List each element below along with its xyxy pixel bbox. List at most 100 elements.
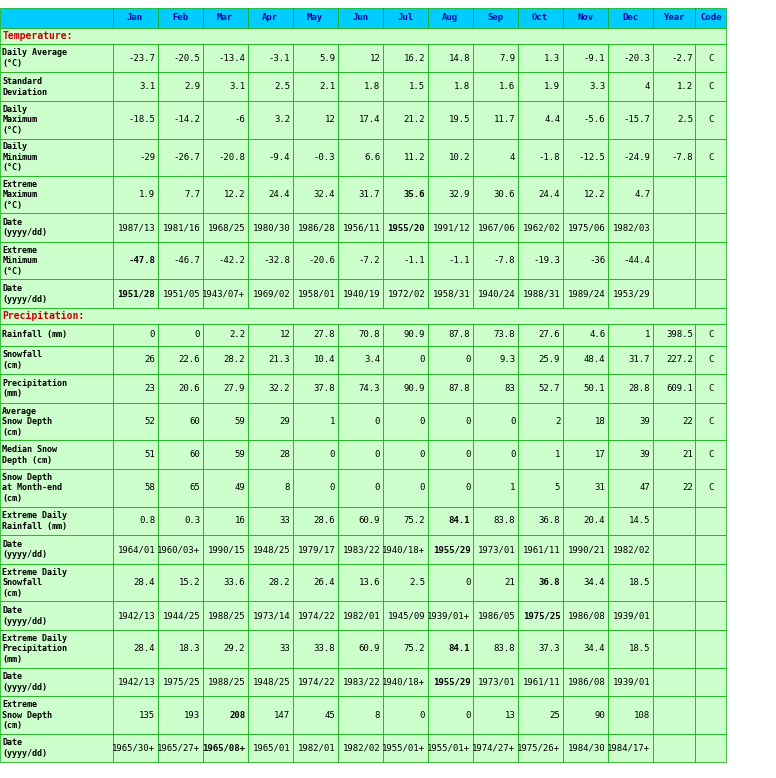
- Text: 22: 22: [682, 417, 693, 426]
- Bar: [113, 324, 158, 345]
- Text: 1965/01: 1965/01: [253, 744, 290, 752]
- Bar: [695, 440, 726, 469]
- Text: -7.8: -7.8: [494, 256, 515, 265]
- Bar: [338, 469, 383, 506]
- Bar: [695, 469, 726, 506]
- Bar: [203, 72, 248, 101]
- Bar: [338, 535, 383, 564]
- Text: C: C: [708, 152, 713, 162]
- Text: 1944/25: 1944/25: [163, 612, 200, 620]
- Text: 4.4: 4.4: [544, 115, 560, 124]
- Bar: [473, 279, 518, 308]
- Text: 60.9: 60.9: [359, 517, 380, 525]
- Bar: [248, 564, 293, 601]
- Bar: [383, 213, 428, 242]
- Bar: [0, 469, 113, 506]
- Text: Precipitation:: Precipitation:: [2, 311, 85, 321]
- Bar: [113, 601, 158, 630]
- Text: 2.2: 2.2: [229, 331, 245, 339]
- Text: -2.7: -2.7: [671, 54, 693, 62]
- Bar: [428, 440, 473, 469]
- Bar: [248, 242, 293, 279]
- Text: 52.7: 52.7: [539, 384, 560, 393]
- Bar: [158, 440, 203, 469]
- Bar: [428, 696, 473, 734]
- Text: 32.2: 32.2: [268, 384, 290, 393]
- Bar: [653, 601, 695, 630]
- Text: Snow Depth
at Month-end
(cm): Snow Depth at Month-end (cm): [2, 473, 62, 503]
- Text: 1986/28: 1986/28: [298, 223, 335, 232]
- Bar: [0, 668, 113, 696]
- Text: 0.3: 0.3: [184, 517, 200, 525]
- Bar: [653, 506, 695, 535]
- Text: Extreme Daily
Rainfall (mm): Extreme Daily Rainfall (mm): [2, 511, 68, 531]
- Text: 16.2: 16.2: [404, 54, 425, 62]
- Text: 0: 0: [465, 483, 470, 492]
- Bar: [608, 601, 653, 630]
- Text: 58: 58: [144, 483, 155, 492]
- Text: -14.2: -14.2: [173, 115, 200, 124]
- Bar: [563, 668, 608, 696]
- Bar: [563, 279, 608, 308]
- Text: 3.2: 3.2: [274, 115, 290, 124]
- Text: 1975/25: 1975/25: [163, 678, 200, 686]
- Text: 31.7: 31.7: [629, 356, 650, 364]
- Bar: [248, 279, 293, 308]
- Bar: [518, 440, 563, 469]
- Bar: [608, 279, 653, 308]
- Bar: [653, 535, 695, 564]
- Bar: [338, 213, 383, 242]
- Text: -20.8: -20.8: [218, 152, 245, 162]
- Bar: [428, 44, 473, 72]
- Text: 4: 4: [510, 152, 515, 162]
- Bar: [653, 72, 695, 101]
- Bar: [203, 242, 248, 279]
- Bar: [695, 138, 726, 176]
- Text: 1.5: 1.5: [409, 82, 425, 91]
- Text: -5.6: -5.6: [584, 115, 605, 124]
- Bar: [113, 630, 158, 668]
- Text: 1979/17: 1979/17: [298, 545, 335, 554]
- Bar: [473, 374, 518, 403]
- Bar: [0, 374, 113, 403]
- Bar: [518, 734, 563, 762]
- Text: Aug: Aug: [442, 13, 458, 23]
- Bar: [608, 345, 653, 374]
- Text: 1.2: 1.2: [677, 82, 693, 91]
- Text: 2.5: 2.5: [677, 115, 693, 124]
- Bar: [293, 469, 338, 506]
- Bar: [473, 564, 518, 601]
- Text: 26.4: 26.4: [314, 578, 335, 587]
- Text: 1939/01: 1939/01: [613, 612, 650, 620]
- Text: Date
(yyyy/dd): Date (yyyy/dd): [2, 284, 47, 303]
- Bar: [338, 242, 383, 279]
- Bar: [383, 506, 428, 535]
- Text: 0: 0: [375, 483, 380, 492]
- Text: 28.6: 28.6: [314, 517, 335, 525]
- Bar: [653, 469, 695, 506]
- Bar: [608, 324, 653, 345]
- Text: -23.7: -23.7: [128, 54, 155, 62]
- Text: 1981/16: 1981/16: [163, 223, 200, 232]
- Bar: [563, 213, 608, 242]
- Bar: [428, 374, 473, 403]
- Text: 1948/25: 1948/25: [253, 545, 290, 554]
- Bar: [338, 696, 383, 734]
- Bar: [383, 44, 428, 72]
- Text: 30.6: 30.6: [494, 190, 515, 199]
- Bar: [203, 176, 248, 213]
- Bar: [0, 345, 113, 374]
- Bar: [695, 72, 726, 101]
- Text: Apr: Apr: [262, 13, 278, 23]
- Text: 84.1: 84.1: [449, 517, 470, 525]
- Text: 1955/20: 1955/20: [388, 223, 425, 232]
- Text: Date
(yyyy/dd): Date (yyyy/dd): [2, 540, 47, 559]
- Text: 37.3: 37.3: [539, 644, 560, 654]
- Text: 1967/06: 1967/06: [478, 223, 515, 232]
- Bar: [428, 564, 473, 601]
- Bar: [0, 213, 113, 242]
- Bar: [248, 630, 293, 668]
- Text: 28.4: 28.4: [133, 644, 155, 654]
- Bar: [473, 213, 518, 242]
- Bar: [563, 564, 608, 601]
